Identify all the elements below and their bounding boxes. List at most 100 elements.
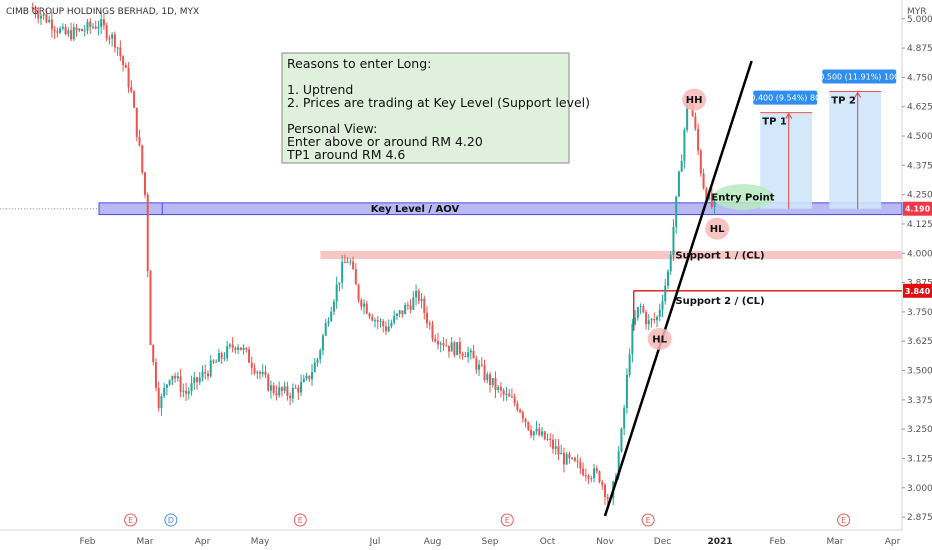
candle-body [554,446,557,449]
event-marker-label: E [298,516,303,525]
candle-body [467,352,470,358]
price-tick-label: 3.000 [907,484,932,494]
candle-body [562,452,565,465]
candle-body [519,409,522,413]
candle-body [193,377,196,384]
candle-body [174,375,177,379]
candle-body [390,323,393,327]
price-axis[interactable]: 2.875 3.000 3.125 3.250 3.375 3.500 3.625 3.750… [902,15,932,523]
candle-body [497,386,500,391]
candle-body [384,326,387,332]
candle-body [480,364,483,366]
candle-body [330,311,333,322]
candle-body [639,306,642,308]
candle-body [154,362,157,388]
candle-body [42,14,45,16]
candle-body [264,371,267,375]
candle-body [568,453,571,459]
candle-body [124,64,127,68]
candle-body [283,386,286,391]
candle-body [368,313,371,317]
event-marker-label: E [128,516,133,525]
candle-body [67,30,70,35]
candle-body [697,128,700,151]
candle-body [645,312,648,325]
price-tick-label: 3.500 [907,367,932,377]
candle-body [593,468,596,479]
time-tick-label: Dec [654,537,671,547]
candle-body [672,226,675,256]
price-tick-label: 4.375 [907,161,932,171]
candle-body [557,446,560,455]
candle-body [300,382,303,393]
time-tick-label: Mar [137,537,154,547]
candle-body [666,271,669,286]
candle-body [119,47,122,57]
candle-body [297,387,300,393]
candle-body [365,303,368,314]
price-badge-label: 4.190 [905,205,931,214]
price-tick-label: 3.375 [907,396,932,406]
candle-body [102,19,105,26]
candle-body [505,393,508,395]
candle-body [513,397,516,404]
candle-body [653,319,656,321]
candle-body [253,367,256,373]
candle-body [179,376,182,392]
candle-body [398,310,401,314]
time-tick-label: Nov [596,537,614,547]
candle-body [201,371,204,378]
candle-body [291,387,294,399]
candle-body [269,385,272,391]
time-tick-label: Apr [885,537,901,547]
candle-body [694,116,697,129]
candle-body [250,362,253,368]
event-marker-circle [641,513,655,527]
candle-body [565,453,568,465]
candle-body [379,320,382,322]
candle-body [516,403,519,410]
marker-label: HH [686,95,703,106]
note-line: 1. Uptrend [287,82,353,97]
marker-bubble [682,88,707,111]
candle-body [404,305,407,315]
candle-body [349,261,352,263]
candle-body [546,438,549,440]
candle-body [543,431,546,440]
tp-info-label: 0.400 (9.54%) 80 [750,94,820,103]
candle-body [187,391,190,394]
price-tick-label: 4.250 [907,191,932,201]
marker-label: HL [652,334,667,345]
candle-body [530,429,533,436]
candle-body [278,387,281,396]
candle-body [319,350,322,360]
candle-body [582,468,585,476]
candle-body [527,421,530,430]
candle-body [393,316,396,324]
time-tick-label: 2021 [707,537,732,547]
candle-body [412,297,415,310]
candle-body [242,347,245,350]
price-tick-label: 3.250 [907,425,932,435]
candle-body [259,372,261,374]
candle-body [579,461,582,469]
candle-body [133,91,136,108]
candle-body [346,262,349,264]
time-axis[interactable]: Feb Mar Apr May Jul Aug Sep Oct Nov Dec 2021 Feb Mar… [80,513,932,547]
candle-body [311,372,314,380]
candle-body [617,451,620,477]
candle-body [97,26,100,29]
candle-body [456,342,459,356]
time-tick-label: Jul [369,537,381,547]
candle-body [669,255,672,272]
candle-body [647,320,650,325]
key-level-zone [98,202,903,216]
candle-body [130,87,133,92]
candle-body [135,107,138,137]
candle-body [37,14,40,19]
candle-body [226,346,229,359]
candle-body [105,25,108,39]
candle-body [436,341,439,345]
candle-body [176,376,179,379]
